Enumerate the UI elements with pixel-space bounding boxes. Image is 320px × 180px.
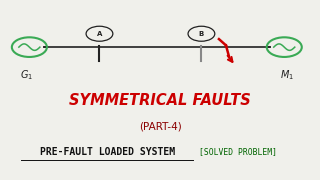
- Text: SYMMETRICAL FAULTS: SYMMETRICAL FAULTS: [69, 93, 251, 108]
- Text: $G_1$: $G_1$: [20, 69, 33, 82]
- Text: (PART-4): (PART-4): [139, 122, 181, 132]
- Text: $M_1$: $M_1$: [280, 69, 294, 82]
- Text: B: B: [199, 31, 204, 37]
- Text: A: A: [97, 31, 102, 37]
- Text: PRE-FAULT LOADED SYSTEM: PRE-FAULT LOADED SYSTEM: [40, 147, 175, 157]
- Text: [SOLVED PROBLEM]: [SOLVED PROBLEM]: [199, 147, 277, 156]
